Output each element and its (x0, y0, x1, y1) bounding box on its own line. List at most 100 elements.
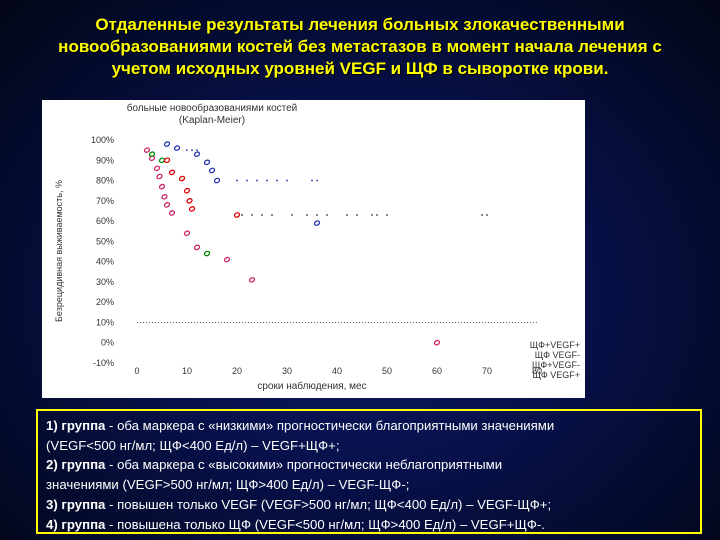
censor-dot (276, 179, 278, 182)
data-point (213, 177, 221, 184)
censor-dot (241, 214, 243, 216)
kaplan-meier-chart: больные новообразованиями костей(Kaplan-… (54, 102, 580, 392)
legend-entry: ЩФ VEGF+ (532, 370, 580, 380)
y-tick-label: 40% (96, 257, 114, 267)
legend-entry: ЩФ+VEGF- (532, 360, 580, 370)
x-tick-label: 20 (232, 366, 242, 376)
data-point (183, 230, 191, 237)
group-1-line: 1) группа - оба маркера с «низкими» прог… (46, 416, 692, 436)
data-point (178, 175, 186, 182)
chart-subtitle: (Kaplan-Meier) (179, 115, 245, 126)
data-point (168, 210, 176, 216)
legend-entry: ЩФ+VEGF+ (530, 340, 580, 350)
x-axis-label: сроки наблюдения, мес (257, 380, 366, 392)
x-tick-label: 40 (332, 366, 342, 376)
data-point (433, 339, 441, 346)
x-tick-label: 0 (134, 366, 139, 376)
group-3-number: 3) группа (46, 496, 106, 512)
title-line-1: Отдаленные результаты лечения больных зл… (95, 15, 625, 34)
legend-entry: ЩФ VEGF- (535, 350, 580, 360)
y-tick-label: 80% (96, 176, 114, 186)
group-4-text: - повышена только ЩФ (VEGF<500 нг/мл; ЩФ… (105, 516, 545, 532)
data-point (161, 193, 168, 200)
y-axis-label: Безрецидивная выживаемость, % (54, 180, 64, 322)
censor-dot (291, 214, 293, 216)
censor-dot (486, 214, 488, 216)
censor-dot (376, 214, 378, 216)
x-tick-label: 10 (182, 366, 192, 376)
censor-dot (191, 149, 193, 152)
x-tick-label: 50 (382, 366, 392, 376)
censor-dot (246, 179, 248, 182)
y-tick-label: 100% (91, 135, 114, 145)
data-point (203, 159, 211, 166)
censor-dot (316, 179, 318, 182)
y-tick-label: 0% (101, 338, 114, 348)
group-2-continuation: значениями (VEGF>500 нг/мл; ЩФ>400 Ед/л)… (46, 477, 410, 493)
data-point (168, 169, 176, 176)
data-point (163, 141, 171, 147)
censor-dot (261, 214, 263, 216)
data-point (188, 206, 196, 212)
data-point (248, 277, 256, 283)
data-point (313, 220, 321, 226)
censor-dot (186, 149, 188, 152)
censor-dot (371, 214, 373, 216)
group-4-line: 4) группа - повышена только ЩФ (VEGF<500… (46, 515, 692, 535)
y-tick-label: 60% (96, 216, 114, 226)
censor-dot (311, 179, 313, 182)
x-tick-label: 80 (532, 366, 542, 376)
censor-dot (386, 214, 388, 216)
data-point (173, 145, 181, 151)
group-4-number: 4) группа (46, 516, 106, 532)
censor-dot (481, 214, 483, 216)
group-1-text: - оба маркера с «низкими» прогностически… (105, 418, 555, 433)
data-point (233, 212, 241, 218)
x-tick-label: 60 (432, 366, 442, 376)
slide-title: Отдаленные результаты лечения больных зл… (20, 14, 700, 80)
data-point (156, 173, 163, 180)
y-tick-label: 70% (96, 196, 114, 206)
data-point (193, 151, 201, 158)
y-tick-label: 20% (96, 297, 114, 307)
censor-dot (266, 179, 268, 182)
data-point (163, 202, 171, 208)
censor-dot (251, 214, 253, 216)
y-tick-label: 30% (96, 277, 114, 287)
data-point (148, 151, 156, 158)
y-tick-label: 50% (96, 236, 114, 246)
group-2-line: 2) группа - оба маркера с «высокими» про… (46, 455, 692, 475)
censor-dot (316, 214, 318, 216)
data-point (163, 157, 171, 164)
group-2-text: - оба маркера с «высокими» прогностическ… (105, 457, 503, 473)
y-tick-label: 10% (96, 317, 114, 327)
censor-dot (306, 214, 308, 216)
data-point (158, 183, 166, 190)
group-3-text: - повышен только VEGF (VEGF>500 нг/мл; Щ… (105, 496, 552, 512)
censor-dot (326, 214, 328, 216)
censor-dot (196, 149, 198, 152)
y-tick-label: 90% (96, 155, 114, 165)
title-line-3: учетом исходных уровней VEGF и ЩФ в сыво… (111, 59, 609, 78)
data-point (158, 157, 166, 164)
data-point (223, 256, 231, 263)
data-point (203, 250, 211, 257)
data-point (186, 198, 193, 204)
groups-legend-box: 1) группа - оба маркера с «низкими» прог… (36, 409, 702, 534)
group-1-number: 1) группа (46, 418, 106, 433)
chart-title: больные новообразованиями костей (127, 102, 298, 114)
chart-panel: больные новообразованиями костей (Kaplan-… (42, 100, 585, 398)
censor-dot (346, 214, 348, 216)
group-3-line: 3) группа - повышен только VEGF (VEGF>50… (46, 495, 692, 515)
x-tick-label: 70 (482, 366, 492, 376)
data-point (208, 167, 216, 174)
y-tick-label: -10% (93, 358, 114, 368)
censor-dot (236, 179, 238, 182)
censor-dot (271, 214, 273, 216)
censor-dot (256, 179, 258, 182)
data-point (193, 244, 201, 251)
group-1-continuation: (VEGF<500 нг/мл; ЩФ<400 Ед/л) – VEGF+ЩФ+… (46, 437, 340, 453)
data-point (153, 165, 161, 172)
group-2-number: 2) группа (46, 457, 106, 473)
